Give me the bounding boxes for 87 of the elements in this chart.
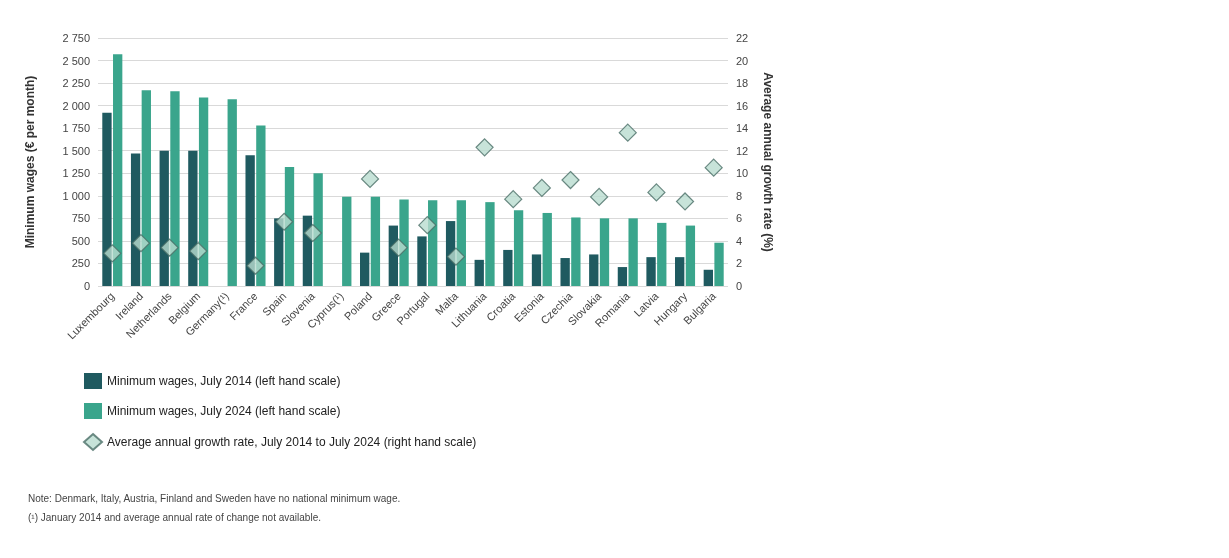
bar [130,153,141,286]
bar [188,150,198,286]
point [561,170,580,190]
bar [113,54,123,286]
bar [141,90,151,286]
point [103,244,122,263]
bar [657,222,667,286]
y2-tick-label: 18 [736,77,749,90]
y2-tick-label: 2 [736,257,743,270]
point [504,190,523,209]
y2-axis-title: Average annual growth rate (%) [761,72,775,252]
bar [513,210,524,286]
y-tick-label: 250 [71,257,90,270]
point [675,192,695,211]
point [532,178,551,198]
y-tick-label: 2 500 [62,54,90,67]
y-tick-label: 1 250 [62,167,90,180]
bar [628,218,638,286]
legend-label: Minimum wages, July 2014 (left hand scale) [107,374,341,388]
bar [589,254,599,286]
bar [685,225,696,286]
bar [399,199,409,286]
point [418,216,437,235]
bar [474,259,484,286]
bar [485,202,495,286]
bar [503,249,513,286]
bar [599,218,610,286]
y2-tick-label: 14 [736,122,749,135]
point [618,123,637,142]
y2-tick-label: 12 [736,144,749,157]
point [647,183,666,202]
legend-label: Average annual growth rate, July 2014 to July 2024 (right hand scale) [107,435,477,449]
text: (¹) January 2014 and average annual rate of change not available. [28,511,321,523]
y2-tick-label: 16 [736,99,749,112]
point [246,256,265,275]
bar [675,257,685,286]
y2-tick-label: 20 [736,54,749,67]
y-tick-label: 2 750 [62,32,90,44]
y2-tick-label: 10 [736,167,749,180]
point [160,238,179,257]
y-tick-label: 750 [71,212,90,225]
bar [617,267,628,286]
bar [417,236,427,286]
y-axis-title: Minimum wages (€ per month) [23,75,37,249]
bar [703,269,713,286]
point [303,223,322,243]
y-tick-label: 0 [83,280,90,292]
text: Note: Denmark, Italy, Austria, Finland and Sweden have no national minimum wage. [28,492,401,504]
point [360,169,380,189]
y-tick-label: 1 000 [62,189,90,202]
y2-tick-label: 0 [736,280,743,292]
point [275,212,294,231]
point [131,234,151,253]
bar [542,212,552,286]
bar [256,125,266,286]
bar [313,173,323,286]
y-tick-label: 1 750 [62,122,90,135]
y-tick-label: 500 [71,234,90,247]
bar [714,242,724,286]
y-tick-label: 2 000 [62,99,90,112]
point [704,158,723,177]
bar [571,217,581,286]
bar [198,97,209,286]
y-tick-label: 2 250 [62,77,90,90]
y2-tick-label: 4 [736,234,743,247]
point [590,187,609,207]
bar [646,257,656,286]
point [475,138,494,157]
y2-tick-label: 6 [736,212,743,225]
bar [102,112,112,286]
y2-tick-label: 8 [736,189,743,202]
bar [245,155,255,286]
bar [370,196,381,286]
y-tick-label: 1 500 [62,144,90,157]
point [446,247,466,266]
bar [170,91,180,286]
bar [342,196,352,286]
bar [159,150,169,286]
bar [360,252,370,286]
bar [284,166,295,286]
bar [560,258,570,286]
legend-label: Minimum wages, July 2024 (left hand scale) [107,404,341,418]
bar [227,99,237,286]
y2-tick-label: 22 [736,32,749,44]
point [189,241,208,261]
bar [531,254,542,286]
point [389,238,408,257]
